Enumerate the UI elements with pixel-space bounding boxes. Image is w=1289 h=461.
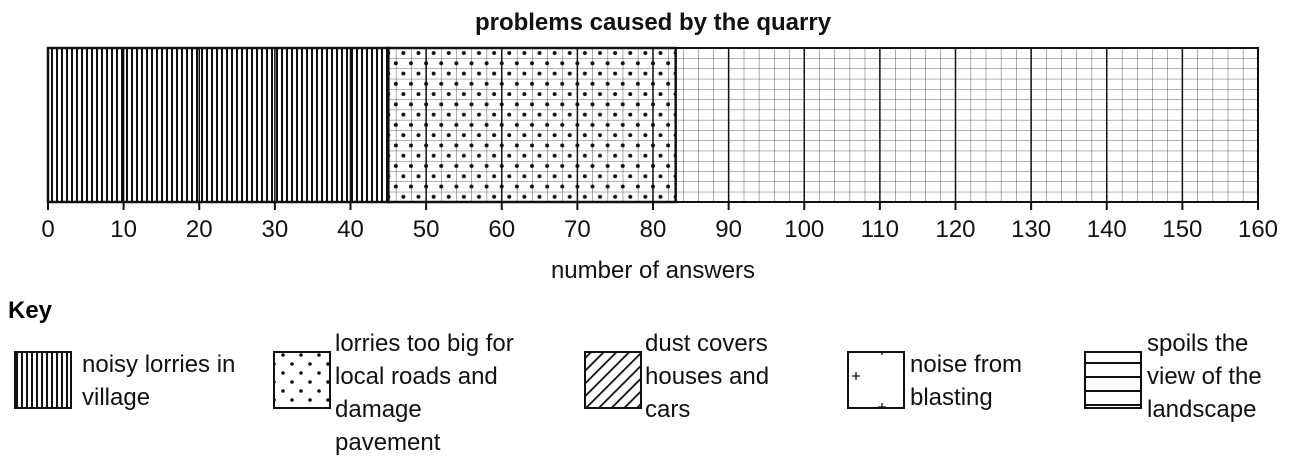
bar-segment bbox=[46, 46, 390, 204]
x-tick-label: 20 bbox=[186, 216, 213, 243]
legend-label: noise from blasting bbox=[910, 351, 1023, 411]
x-tick-label: 70 bbox=[564, 216, 591, 243]
x-tick-label: 100 bbox=[784, 216, 824, 243]
legend-label: dust covers houses and cars bbox=[645, 330, 770, 423]
chart-title: problems caused by the quarry bbox=[475, 9, 832, 36]
x-tick-label: 140 bbox=[1087, 216, 1127, 243]
x-tick-label: 80 bbox=[640, 216, 667, 243]
x-tick-label: 40 bbox=[337, 216, 364, 243]
legend-swatch bbox=[584, 351, 642, 409]
x-tick-label: 30 bbox=[262, 216, 289, 243]
x-tick-label: 0 bbox=[41, 216, 54, 243]
legend-title: Key bbox=[8, 297, 53, 324]
legend-label: lorries too big for local roads and dama… bbox=[335, 330, 514, 456]
legend-swatch bbox=[14, 351, 72, 409]
bar-outline bbox=[47, 47, 1259, 203]
bar-segment bbox=[387, 46, 677, 204]
x-tick-label: 130 bbox=[1011, 216, 1051, 243]
legend-label: spoils the view of the landscape bbox=[1147, 330, 1262, 423]
x-tick-label: 160 bbox=[1238, 216, 1278, 243]
legend-label: noisy lorries in village bbox=[82, 351, 236, 411]
x-axis-label: number of answers bbox=[551, 257, 755, 284]
x-tick-label: 110 bbox=[861, 216, 899, 243]
x-tick-label: 90 bbox=[715, 216, 742, 243]
legend-swatch bbox=[273, 351, 331, 409]
legend-swatch bbox=[847, 351, 905, 409]
x-tick-label: 120 bbox=[935, 216, 975, 243]
x-tick-label: 50 bbox=[413, 216, 440, 243]
legend-swatch bbox=[1084, 351, 1142, 409]
x-tick-label: 10 bbox=[110, 216, 137, 243]
x-tick-label: 150 bbox=[1162, 216, 1202, 243]
x-tick-label: 60 bbox=[488, 216, 515, 243]
